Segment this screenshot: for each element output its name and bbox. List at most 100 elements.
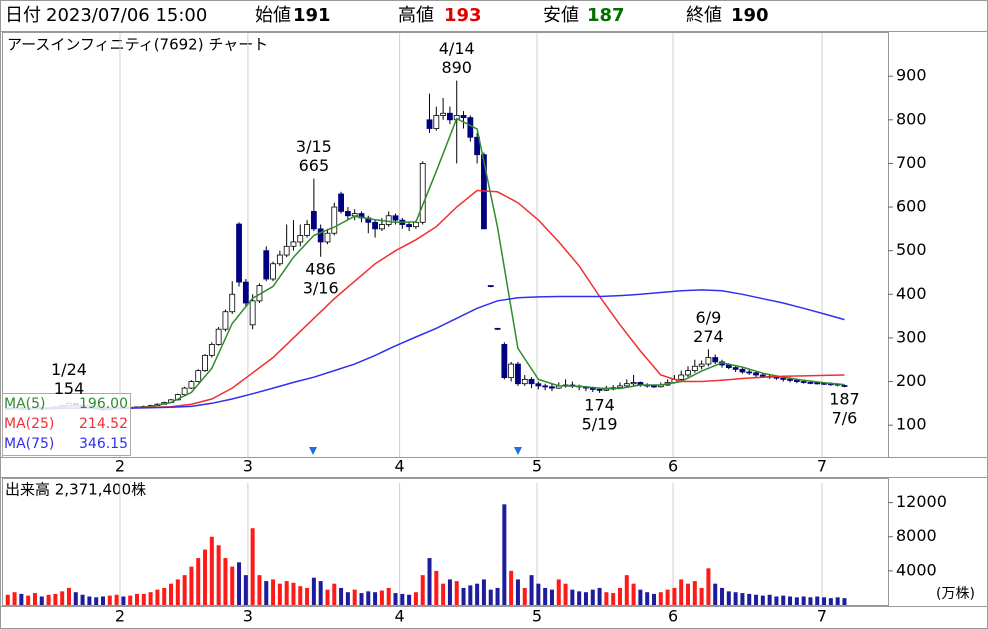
candle-body xyxy=(270,263,276,280)
volume-bar xyxy=(379,590,384,605)
volume-bar xyxy=(400,593,405,605)
volume-bar xyxy=(53,593,58,605)
volume-bar xyxy=(393,593,398,605)
candle-body xyxy=(338,193,344,212)
annotation-value: 890 xyxy=(441,58,472,77)
volume-panel xyxy=(2,478,889,606)
volume-bar xyxy=(720,587,725,605)
candle-body xyxy=(759,374,766,377)
candle-body xyxy=(596,388,603,391)
low-label: 安値 xyxy=(543,5,579,26)
candle-body xyxy=(208,344,215,356)
volume-bar xyxy=(264,581,269,605)
candle-body xyxy=(705,357,712,365)
candle-body xyxy=(310,211,317,230)
candle-body xyxy=(236,223,242,283)
candle-body xyxy=(746,371,753,374)
x-tick-label: 2 xyxy=(115,457,125,476)
y-tick-label: 200 xyxy=(896,371,927,390)
y-tick-label: 8000 xyxy=(896,526,937,545)
volume-bar xyxy=(155,589,160,605)
x-tick-label: 3 xyxy=(243,457,253,476)
volume-unit: (万株) xyxy=(936,586,975,602)
annotation-value: 665 xyxy=(299,156,330,175)
volume-bar xyxy=(196,558,201,605)
volume-bar xyxy=(434,570,439,605)
annotation-date: 6/9 xyxy=(696,308,722,327)
candle-body xyxy=(712,357,719,363)
volume-bar xyxy=(726,591,731,605)
candle-body xyxy=(521,378,528,385)
volume-bar xyxy=(604,592,609,605)
volume-bar xyxy=(624,575,629,605)
volume-bar xyxy=(679,579,684,605)
volume-bar xyxy=(543,587,548,605)
candle-body xyxy=(181,387,188,396)
volume-bar xyxy=(651,593,656,605)
candle-body xyxy=(474,136,481,156)
candle-body xyxy=(242,281,249,304)
volume-bar xyxy=(522,587,527,605)
volume-bar xyxy=(835,597,840,605)
candle-body xyxy=(385,215,392,225)
legend-value: 214.52 xyxy=(79,416,128,432)
x-tick-label: 4 xyxy=(394,457,404,476)
candle-body xyxy=(698,363,705,367)
candle-body xyxy=(392,215,399,221)
volume-bar xyxy=(590,589,595,605)
candle-body xyxy=(787,378,793,381)
volume-bar xyxy=(26,595,31,605)
candle-body xyxy=(603,388,610,391)
volume-bar xyxy=(767,594,772,605)
candle-body xyxy=(195,370,202,382)
candle-body xyxy=(413,221,419,228)
candle-body xyxy=(651,385,657,388)
volume-bar xyxy=(597,587,602,605)
volume-bar xyxy=(87,596,92,605)
candle-body xyxy=(324,232,331,243)
volume-bar xyxy=(774,596,779,605)
annotation-value: 174 xyxy=(584,395,615,414)
volume-bar xyxy=(216,545,221,605)
volume-bar xyxy=(638,589,643,605)
candle-body xyxy=(535,383,542,387)
ma-legend: MA(5) 196.00 MA(25) 214.52 MA(75) 346.15 xyxy=(2,393,131,456)
legend-value: 196.00 xyxy=(79,396,128,412)
volume-bar xyxy=(665,589,670,605)
candle-body xyxy=(630,382,637,385)
volume-bar xyxy=(461,587,466,605)
volume-bar xyxy=(325,589,330,605)
candle-body xyxy=(229,293,236,313)
legend-name: MA(75) xyxy=(4,436,54,452)
x-tick-label: 5 xyxy=(532,457,542,476)
candle-body xyxy=(406,224,413,228)
candle-body xyxy=(433,115,440,129)
annotation-date: 3/16 xyxy=(303,278,339,297)
volume-bar xyxy=(420,575,425,605)
volume-bar xyxy=(645,592,650,605)
annotation-value: 274 xyxy=(693,327,724,346)
volume-bar xyxy=(107,595,112,605)
volume-bar xyxy=(611,593,616,605)
volume-bar xyxy=(175,579,180,605)
volume-bar xyxy=(32,593,37,605)
candle-body xyxy=(753,372,759,376)
annotation-value: 187 xyxy=(829,390,860,409)
candle-body xyxy=(542,385,549,388)
volume-bar xyxy=(441,583,446,605)
volume-bar xyxy=(713,583,718,605)
volume-bar xyxy=(19,593,24,605)
candle-body xyxy=(617,385,623,389)
y-tick-label: 400 xyxy=(896,284,927,303)
volume-bar xyxy=(230,566,235,605)
volume-bar xyxy=(257,575,262,605)
volume-bar xyxy=(386,587,391,605)
candle-body xyxy=(317,228,324,243)
volume-bar xyxy=(509,570,514,605)
volume-bar xyxy=(121,596,126,605)
candle-body xyxy=(249,300,256,326)
volume-bar xyxy=(407,594,412,605)
volume-bar xyxy=(488,589,493,605)
volume-bar xyxy=(345,592,350,605)
volume-bar xyxy=(141,593,146,605)
